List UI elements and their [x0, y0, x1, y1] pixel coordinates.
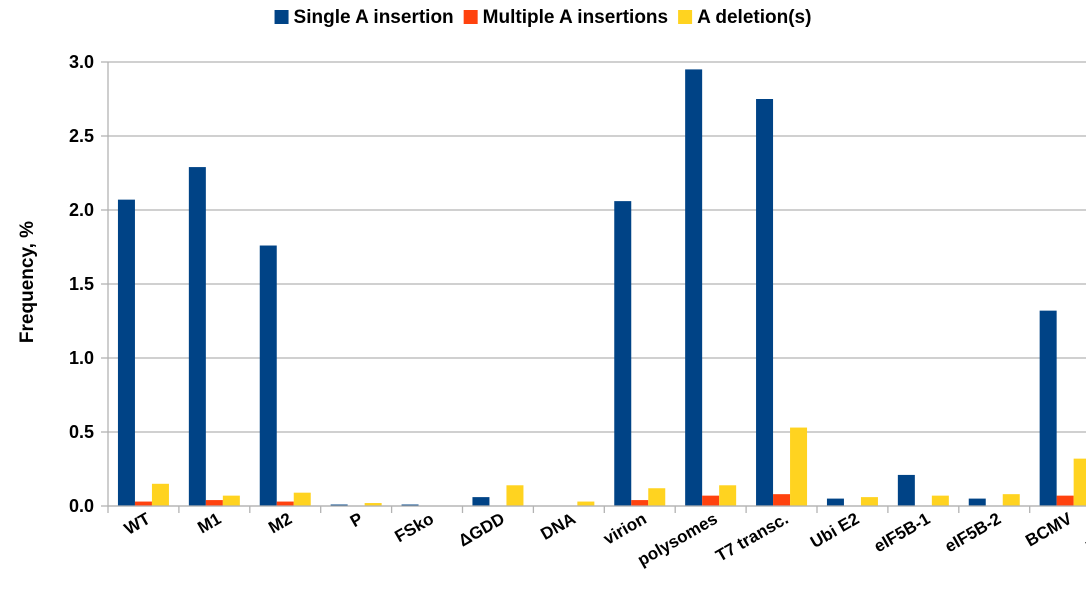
- bar-single-insertion: [401, 504, 419, 506]
- legend-label: Multiple A insertions: [483, 7, 668, 28]
- legend-swatch: [678, 10, 693, 24]
- bar-deletions: [364, 503, 382, 506]
- bar-multiple-insertions: [631, 500, 649, 506]
- bar-deletions: [1073, 458, 1086, 506]
- bar-single-insertion: [968, 498, 986, 506]
- bar-deletions: [648, 488, 666, 506]
- bar-deletions: [577, 501, 595, 506]
- legend-item: Multiple A insertions: [463, 7, 668, 28]
- bar-multiple-insertions: [134, 501, 152, 506]
- x-tick-label: T7 transc.: [712, 509, 791, 566]
- legend-item: Single A insertion: [274, 7, 454, 28]
- bar-multiple-insertions: [1056, 495, 1074, 506]
- y-tick-label: 3.0: [69, 52, 94, 72]
- bar-deletions: [719, 485, 737, 506]
- bar-single-insertion: [756, 99, 774, 506]
- bar-single-insertion: [614, 201, 632, 506]
- bar-single-insertion: [188, 167, 206, 506]
- y-tick-label: 2.0: [69, 200, 94, 220]
- x-tick-label: BCMNV: [1083, 509, 1086, 557]
- x-tick-label: FSko: [392, 509, 437, 546]
- bar-single-insertion: [330, 504, 348, 506]
- y-tick-label: 0.0: [69, 496, 94, 516]
- legend: Single A insertion Multiple A insertions A…: [274, 7, 811, 28]
- y-tick-label: 0.5: [69, 422, 94, 442]
- legend-swatch: [463, 10, 478, 24]
- legend-label: A deletion(s): [697, 7, 811, 28]
- bar-single-insertion: [117, 199, 135, 506]
- x-tick-label: M1: [194, 509, 224, 537]
- legend-swatch: [274, 10, 289, 24]
- legend-label: Single A insertion: [294, 7, 454, 28]
- bar-single-insertion: [472, 497, 490, 506]
- bars: [117, 69, 1086, 507]
- x-tick-label: P: [347, 509, 366, 531]
- y-axis-title: Frequency, %: [17, 221, 38, 343]
- bar-deletions: [506, 485, 524, 506]
- y-tick-labels: 0.0 0.5 1.0 1.5 2.0 2.5 3.0: [69, 52, 94, 516]
- bar-deletions: [151, 483, 169, 506]
- legend-item: A deletion(s): [678, 7, 811, 28]
- bar-deletions: [1002, 494, 1020, 506]
- bar-deletions: [293, 492, 311, 506]
- x-tick-label: BCMV: [1022, 509, 1075, 551]
- bar-multiple-insertions: [773, 494, 791, 506]
- bar-single-insertion: [897, 474, 915, 506]
- x-tick-label: eIF5B-1: [871, 509, 934, 556]
- x-tick-label: ΔGDD: [455, 509, 508, 550]
- bar-deletions: [222, 495, 240, 506]
- y-tick-label: 1.0: [69, 348, 94, 368]
- x-tick-label: eIF5B-2: [942, 509, 1005, 556]
- gridlines: [101, 61, 1086, 507]
- bar-deletions: [790, 427, 808, 506]
- x-tick-label: Ubi E2: [807, 509, 862, 552]
- x-tick-label: DNA: [537, 509, 578, 544]
- x-tick-label: M2: [265, 509, 295, 537]
- bar-single-insertion: [259, 245, 277, 506]
- bar-single-insertion: [685, 69, 703, 507]
- bar-multiple-insertions: [205, 500, 223, 506]
- x-tick-label: WT: [121, 509, 154, 539]
- bar-single-insertion: [1039, 310, 1057, 506]
- axes: [107, 62, 1086, 513]
- y-tick-label: 2.5: [69, 126, 94, 146]
- bar-single-insertion: [826, 498, 844, 506]
- bar-deletions: [860, 497, 878, 506]
- bar-deletions: [931, 495, 949, 506]
- x-tick-label: polysomes: [634, 509, 720, 570]
- bar-multiple-insertions: [276, 501, 294, 506]
- y-tick-label: 1.5: [69, 274, 94, 294]
- bar-multiple-insertions: [702, 495, 720, 506]
- x-tick-label: virion: [600, 509, 650, 549]
